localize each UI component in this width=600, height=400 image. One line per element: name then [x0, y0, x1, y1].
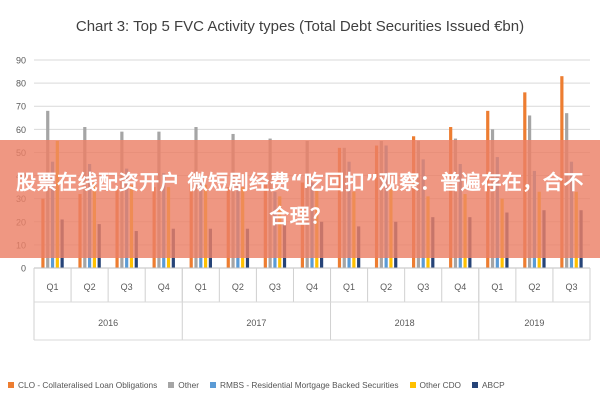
- x-group-label: 2017: [246, 318, 266, 328]
- overlay-banner[interactable]: 股票在线配资开户 微短剧经费“吃回扣”观察：普遍存在，合不合理？: [0, 140, 600, 258]
- x-tick-label: Q2: [380, 282, 392, 292]
- y-tick-label: 70: [16, 102, 26, 112]
- y-tick-label: 60: [16, 125, 26, 135]
- legend-item: Other: [168, 380, 199, 390]
- y-tick-label: 80: [16, 79, 26, 89]
- legend-label: Other: [178, 380, 200, 390]
- x-tick-label: Q4: [158, 282, 170, 292]
- x-tick-label: Q3: [565, 282, 577, 292]
- x-tick-label: Q2: [232, 282, 244, 292]
- legend-label: RMBS - Residential Mortgage Backed Secur…: [220, 380, 399, 390]
- x-tick-label: Q1: [47, 282, 59, 292]
- x-tick-label: Q2: [528, 282, 540, 292]
- x-tick-label: Q1: [195, 282, 207, 292]
- legend-item: CLO - Collateralised Loan Obligations: [8, 380, 157, 390]
- legend-swatch: [168, 382, 175, 388]
- legend-swatch: [472, 382, 479, 388]
- banner-text: 股票在线配资开户 微短剧经费“吃回扣”观察：普遍存在，合不合理？: [16, 170, 584, 228]
- legend-label: ABCP: [482, 380, 505, 390]
- x-group-label: 2018: [395, 318, 415, 328]
- y-tick-label: 90: [16, 56, 26, 66]
- legend-item: Other CDO: [409, 380, 462, 390]
- legend-item: ABCP: [472, 380, 505, 390]
- legend-item: RMBS - Residential Mortgage Backed Secur…: [210, 380, 399, 390]
- x-group-label: 2019: [524, 318, 544, 328]
- chart-title: Chart 3: Top 5 FVC Activity types (Total…: [76, 18, 524, 35]
- legend-label: CLO - Collateralised Loan Obligations: [18, 380, 158, 390]
- legend-swatch: [210, 382, 217, 388]
- legend-swatch: [8, 382, 14, 388]
- x-group-label: 2016: [98, 318, 118, 328]
- x-tick-label: Q2: [84, 282, 96, 292]
- legend-label: Other CDO: [419, 380, 462, 390]
- legend-swatch: [409, 382, 416, 388]
- x-tick-label: Q1: [491, 282, 503, 292]
- y-tick-label: 0: [21, 264, 26, 274]
- x-tick-label: Q3: [269, 282, 281, 292]
- x-tick-label: Q3: [121, 282, 133, 292]
- chart-legend: CLO - Collateralised Loan Obligations Oth…: [8, 374, 598, 396]
- x-tick-label: Q1: [343, 282, 355, 292]
- x-tick-label: Q3: [417, 282, 429, 292]
- x-tick-label: Q4: [306, 282, 318, 292]
- x-tick-label: Q4: [454, 282, 466, 292]
